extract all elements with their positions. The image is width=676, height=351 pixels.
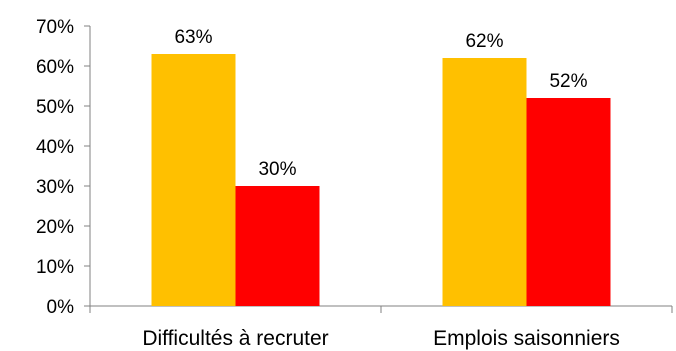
y-tick-label: 20% <box>36 217 74 238</box>
data-label: 52% <box>549 71 587 92</box>
x-category-label: Emplois saisonniers <box>433 327 620 350</box>
x-axis: Difficultés à recruter Emplois saisonnier… <box>89 305 673 350</box>
bar <box>151 54 236 306</box>
data-label: 63% <box>174 27 212 48</box>
y-tick-label: 0% <box>47 297 75 318</box>
bar <box>235 186 320 306</box>
bars <box>151 54 611 306</box>
bar <box>442 58 527 306</box>
y-tick-label: 50% <box>36 97 74 118</box>
y-tick-label: 70% <box>36 17 74 38</box>
data-label: 62% <box>465 31 503 52</box>
bar <box>526 98 611 306</box>
data-label: 30% <box>258 159 296 180</box>
y-tick-label: 30% <box>36 177 74 198</box>
y-axis: 0% 10% 20% 30% 40% 50% 60% 70% <box>36 17 91 318</box>
y-tick-label: 40% <box>36 137 74 158</box>
data-labels: 63% 30% 62% 52% <box>174 27 587 180</box>
y-tick-label: 10% <box>36 257 74 278</box>
x-category-label: Difficultés à recruter <box>142 327 328 350</box>
y-tick-label: 60% <box>36 57 74 78</box>
